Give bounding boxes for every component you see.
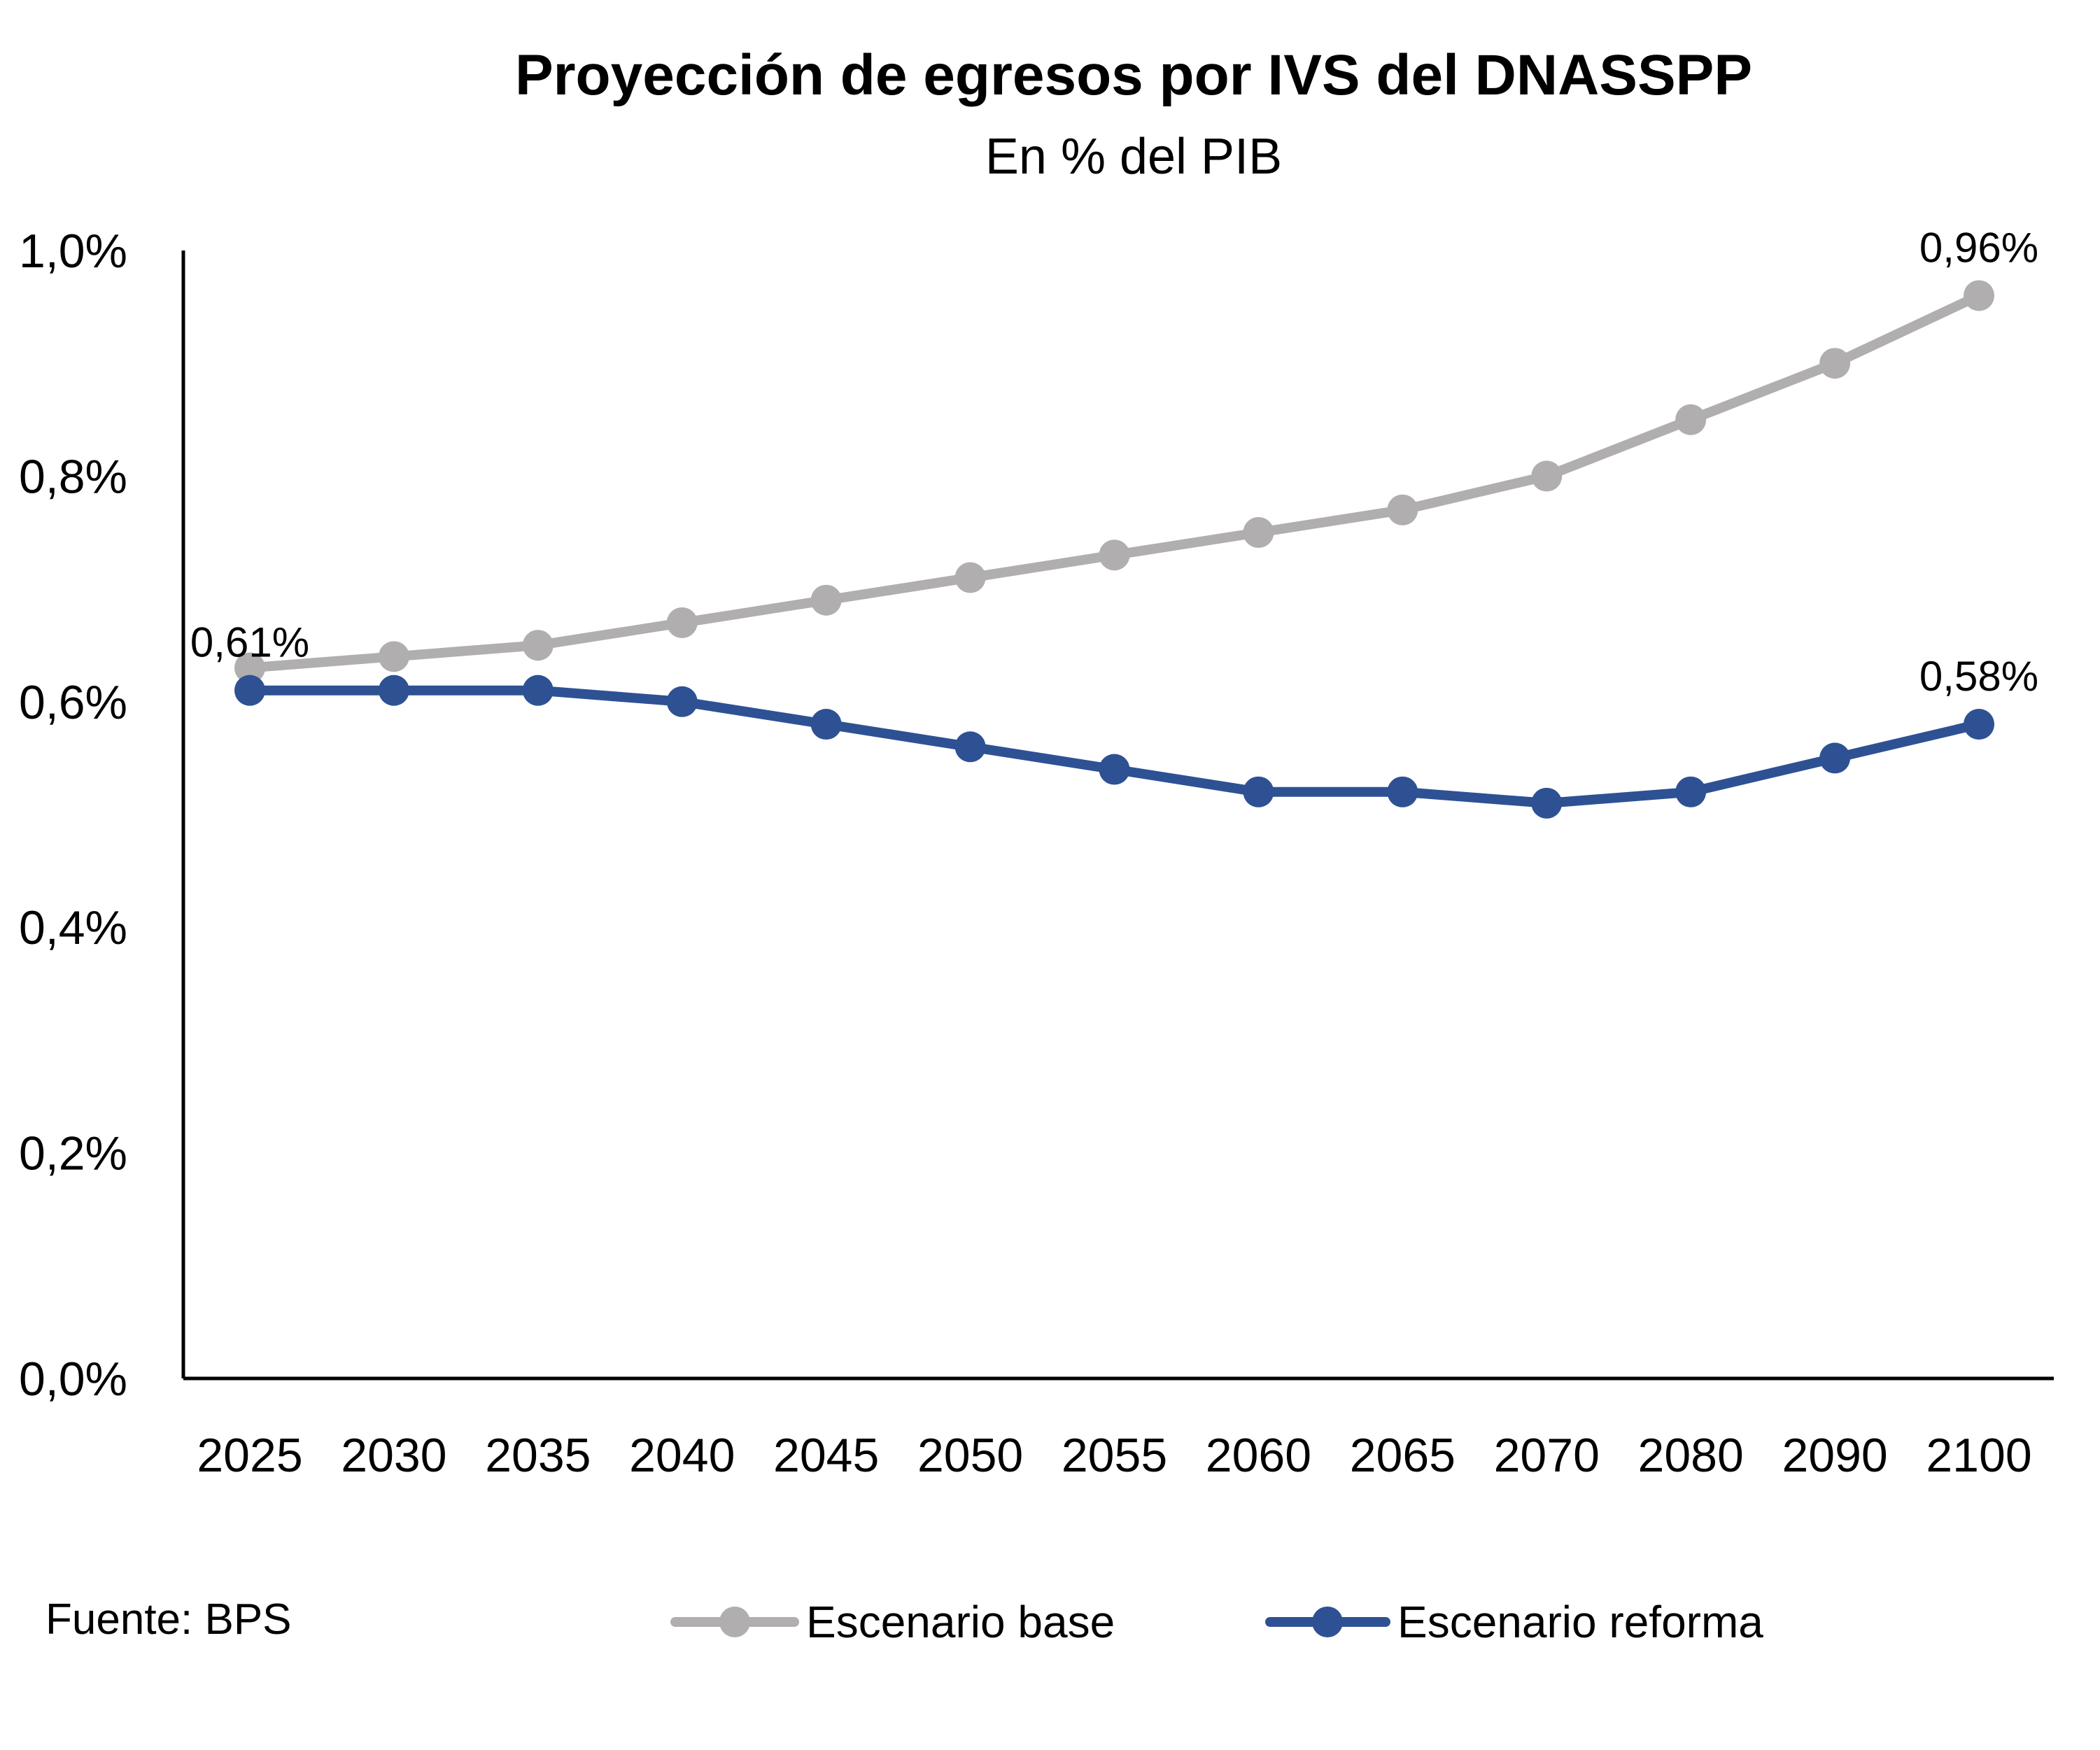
x-tick-label: 2065: [1350, 1429, 1456, 1482]
legend-label-reforma: Escenario reforma: [1397, 1597, 1763, 1647]
x-tick-label: 2045: [773, 1429, 879, 1482]
data-point: [954, 731, 986, 763]
data-point: [1099, 754, 1130, 785]
y-tick-label: 0,8%: [19, 450, 127, 503]
data-labels: 0,96% 0,61% 0,58%: [190, 224, 2038, 700]
data-point: [234, 675, 265, 706]
x-tick-label: 2035: [485, 1429, 591, 1482]
data-label: 0,96%: [1919, 224, 2038, 271]
x-tick-label: 2060: [1206, 1429, 1311, 1482]
data-point: [1819, 348, 1851, 379]
data-point: [1964, 280, 1994, 311]
data-point: [1099, 539, 1130, 571]
series-reforma: [234, 675, 1994, 819]
data-point: [666, 607, 698, 638]
x-tick-label: 2090: [1782, 1429, 1887, 1482]
x-tick-label: 2100: [1926, 1429, 2031, 1482]
y-axis-ticks: 0,0% 0,2% 0,4% 0,6% 0,8% 1,0%: [19, 225, 127, 1406]
y-tick-label: 0,2%: [19, 1127, 127, 1180]
x-tick-label: 2030: [341, 1429, 446, 1482]
data-point: [1531, 460, 1563, 492]
x-tick-label: 2025: [197, 1429, 302, 1482]
y-tick-label: 0,0%: [19, 1353, 127, 1406]
legend-swatch-marker-reforma: [1312, 1607, 1343, 1637]
data-point: [1675, 776, 1707, 807]
x-tick-label: 2040: [629, 1429, 735, 1482]
data-label: 0,61%: [190, 619, 309, 666]
series-layer: [234, 280, 1994, 819]
data-point: [954, 562, 986, 593]
legend-swatch-marker-base: [719, 1607, 750, 1637]
chart-subtitle: En % del PIB: [985, 129, 1282, 185]
chart-title: Proyección de egresos por IVS del DNASSP…: [515, 43, 1752, 107]
series-line: [245, 685, 1984, 808]
data-point: [522, 675, 554, 706]
source-note: Fuente: BPS: [45, 1595, 292, 1644]
data-point: [522, 630, 554, 661]
y-tick-label: 1,0%: [19, 225, 127, 278]
data-point: [1243, 776, 1274, 807]
legend-label-base: Escenario base: [806, 1597, 1115, 1647]
x-tick-label: 2070: [1494, 1429, 1600, 1482]
y-tick-label: 0,6%: [19, 676, 127, 729]
x-tick-label: 2055: [1062, 1429, 1167, 1482]
data-point: [810, 584, 842, 616]
legend-item-base: Escenario base: [670, 1597, 1115, 1647]
x-axis-ticks: 2025 2030 2035 2040 2045 2050 2055 2060 2065 2070…: [197, 1429, 2031, 1482]
data-point: [1243, 517, 1274, 548]
y-tick-label: 0,4%: [19, 901, 127, 954]
data-point: [1675, 404, 1707, 435]
data-point: [810, 709, 842, 740]
legend: Escenario base Escenario reforma: [670, 1597, 1763, 1647]
data-point: [1387, 776, 1418, 807]
data-point: [378, 641, 409, 672]
data-point: [1531, 787, 1563, 819]
x-tick-label: 2080: [1638, 1429, 1744, 1482]
series-line: [245, 290, 1984, 673]
data-point: [1819, 742, 1851, 774]
data-point: [666, 686, 698, 717]
data-point: [234, 652, 265, 684]
data-point: [1964, 709, 1994, 740]
data-point: [378, 675, 409, 706]
data-point: [1387, 494, 1418, 525]
x-tick-label: 2050: [917, 1429, 1023, 1482]
data-label: 0,58%: [1919, 653, 2038, 700]
series-base: [234, 280, 1994, 684]
legend-item-reforma: Escenario reforma: [1265, 1597, 1763, 1647]
